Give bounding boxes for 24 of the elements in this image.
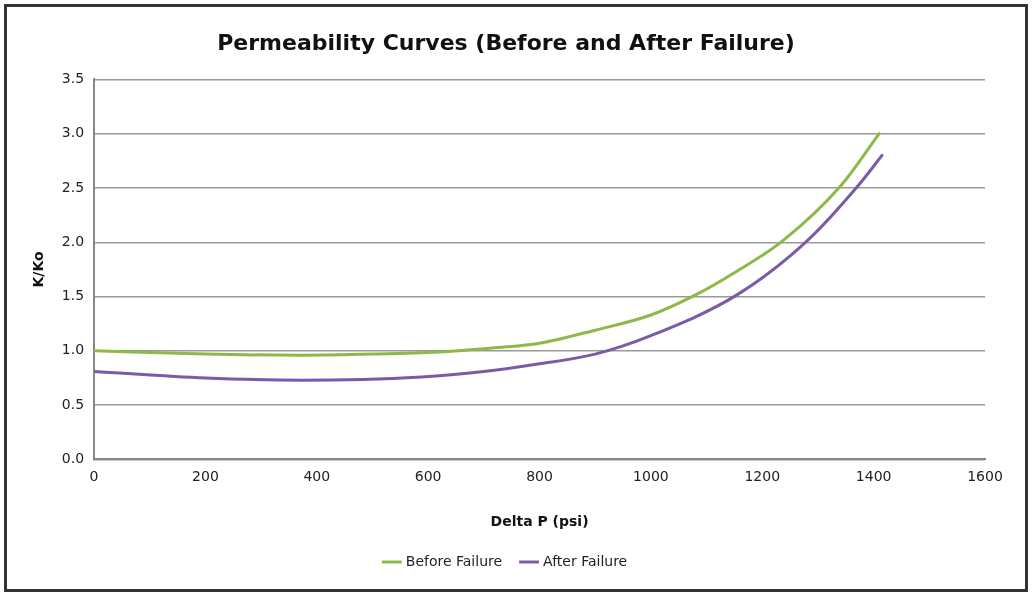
- y-tick-label: 3.0: [61, 124, 85, 141]
- y-tick-label: 1.5: [61, 287, 85, 304]
- legend-label: Before Failure: [405, 552, 503, 569]
- chart-title: Permeability Curves (Before and After Failure): [217, 29, 795, 55]
- y-tick-label: 0.5: [61, 395, 85, 412]
- y-axis-title: K/Ko: [30, 250, 47, 288]
- x-tick-label: 600: [414, 468, 442, 485]
- line-series: [94, 132, 881, 357]
- x-axis-title: Delta P (psi): [490, 513, 589, 530]
- line-series: [94, 153, 884, 382]
- x-tick-label: 1600: [967, 468, 1003, 485]
- legend-label: After Failure: [543, 552, 628, 569]
- x-tick-label: 0: [89, 468, 99, 485]
- y-tick-label: 1.0: [61, 341, 85, 358]
- x-tick-label: 1200: [744, 468, 781, 485]
- y-tick-label: 2.5: [61, 178, 85, 195]
- x-tick-label: 1000: [633, 468, 669, 485]
- x-tick-label: 400: [303, 468, 331, 485]
- y-tick-label: 2.0: [61, 232, 85, 249]
- x-tick-label: 200: [192, 468, 219, 485]
- y-tick-label: 3.5: [61, 70, 85, 87]
- y-tick-label: 0.0: [61, 450, 85, 467]
- x-tick-label: 800: [526, 468, 553, 485]
- x-tick-label: 1400: [855, 468, 892, 485]
